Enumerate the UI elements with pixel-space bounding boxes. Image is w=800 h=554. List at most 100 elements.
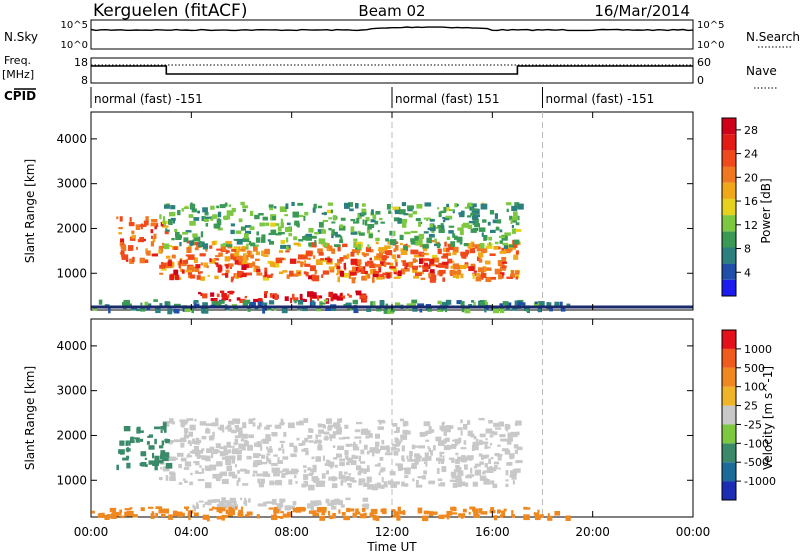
echo-cell — [372, 514, 377, 521]
echo-cell — [262, 307, 266, 314]
echo-cell — [462, 455, 466, 460]
echo-cell — [203, 243, 209, 249]
echo-cell — [227, 250, 230, 253]
nsky-tick-bottom: 10^0 — [61, 40, 88, 51]
echo-cell — [256, 441, 262, 448]
echo-cell — [201, 448, 205, 452]
echo-cell — [479, 461, 484, 465]
colorbar-swatch — [722, 367, 736, 387]
echo-cell — [226, 244, 233, 248]
echo-cell — [212, 449, 218, 455]
echo-cell — [393, 217, 400, 222]
echo-cell — [308, 484, 315, 491]
echo-cell — [240, 468, 247, 472]
echo-cell — [269, 446, 272, 452]
echo-cell — [345, 497, 351, 501]
echo-cell — [285, 470, 292, 475]
echo-cell — [131, 234, 136, 239]
echo-cell — [328, 291, 334, 298]
echo-cell — [165, 462, 173, 469]
echo-cell — [473, 508, 479, 515]
echo-cell — [397, 463, 403, 469]
echo-cell — [201, 455, 206, 460]
echo-cell — [136, 427, 141, 434]
echo-cell — [441, 422, 445, 427]
freq-trace — [91, 65, 693, 75]
echo-cell — [178, 482, 183, 485]
echo-cell — [348, 202, 353, 207]
echo-cell — [419, 238, 423, 245]
echo-cell — [303, 469, 307, 473]
echo-cell — [128, 440, 131, 446]
echo-cell — [319, 302, 326, 305]
echo-cell — [244, 439, 248, 445]
echo-cell — [423, 470, 427, 475]
echo-cell — [257, 425, 261, 430]
echo-cell — [423, 246, 427, 252]
echo-cell — [379, 456, 384, 461]
echo-cell — [357, 471, 362, 476]
nsky-tick-top: 10^5 — [61, 20, 88, 31]
echo-cell — [450, 265, 455, 269]
echo-cell — [380, 467, 386, 472]
echo-cell — [338, 509, 341, 514]
echo-cell — [212, 431, 215, 437]
echo-cell — [513, 242, 518, 248]
echo-cell — [124, 508, 131, 511]
echo-cell — [240, 438, 245, 442]
echo-cell — [180, 457, 187, 462]
echo-cell — [214, 275, 219, 280]
echo-cell — [454, 438, 460, 445]
echo-cell — [162, 242, 165, 246]
echo-cell — [273, 506, 278, 510]
echo-cell — [327, 245, 333, 252]
echo-cell — [348, 483, 352, 488]
echo-cell — [231, 429, 237, 434]
echo-cell — [450, 445, 457, 449]
echo-cell — [237, 270, 243, 275]
echo-cell — [409, 454, 413, 460]
echo-cell — [261, 461, 268, 465]
echo-cell — [233, 255, 239, 261]
echo-cell — [419, 308, 423, 313]
colorbar-tick-label: -100 — [744, 437, 769, 450]
echo-cell — [297, 260, 301, 264]
echo-cell — [560, 307, 566, 312]
echo-cell — [472, 481, 478, 487]
echo-cell — [248, 434, 254, 439]
echo-cell — [158, 246, 164, 252]
echo-cell — [509, 245, 513, 252]
echo-cell — [379, 217, 383, 221]
echo-cell — [394, 444, 399, 447]
echo-cell — [254, 214, 260, 220]
echo-cell — [238, 443, 245, 449]
echo-cell — [185, 254, 190, 257]
echo-cell — [234, 435, 240, 439]
echo-cell — [405, 467, 411, 471]
echo-cell — [318, 443, 321, 446]
echo-cell — [515, 270, 520, 275]
echo-cell — [480, 203, 488, 210]
echo-cell — [423, 510, 430, 515]
velocity-cbar-label: Velocity [m s^-1] — [761, 366, 775, 470]
echo-cell — [516, 431, 520, 436]
echo-cell — [225, 509, 229, 515]
echo-cell — [487, 243, 493, 249]
echo-cell — [286, 274, 290, 279]
echo-cell — [460, 419, 463, 424]
echo-cell — [400, 248, 405, 252]
echo-cell — [188, 431, 193, 437]
echo-cell — [360, 268, 365, 274]
cpid-segment-label: normal (fast) -151 — [94, 92, 203, 106]
echo-cell — [418, 233, 424, 238]
echo-cell — [444, 241, 447, 247]
echo-cell — [389, 471, 396, 476]
echo-cell — [511, 225, 514, 228]
echo-cell — [169, 471, 175, 475]
echo-cell — [412, 249, 419, 255]
echo-cell — [506, 463, 511, 466]
echo-cell — [363, 471, 367, 474]
echo-cell — [227, 449, 231, 452]
echo-cell — [193, 441, 196, 445]
